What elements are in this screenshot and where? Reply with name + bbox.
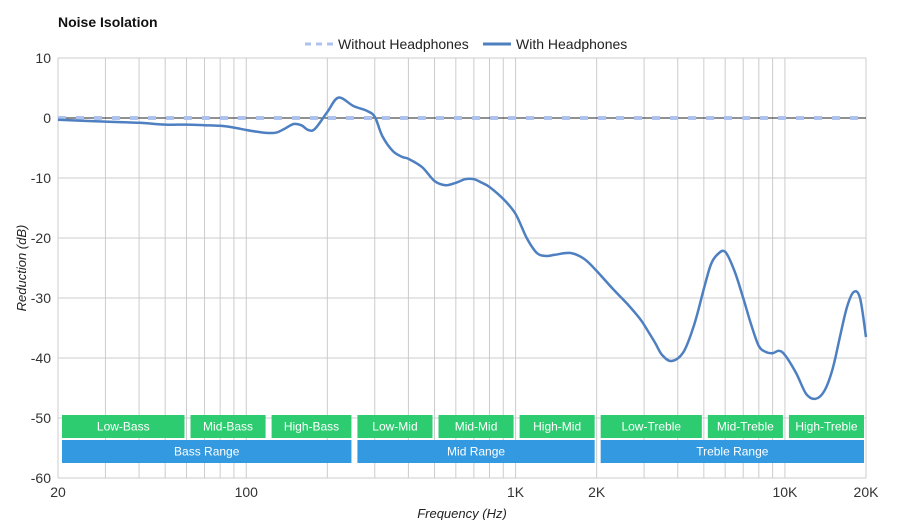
band-rect bbox=[190, 415, 266, 438]
band-high-bass: High-Bass bbox=[271, 415, 352, 438]
band-rect bbox=[707, 415, 783, 438]
band-label: High-Bass bbox=[284, 420, 339, 434]
y-tick-label: -10 bbox=[31, 170, 51, 186]
band-rect bbox=[600, 440, 864, 463]
band-rect bbox=[357, 440, 595, 463]
y-tick-labels: 10 0 -10 -20 -30 -40 -50 -60 bbox=[31, 50, 51, 486]
series-lines bbox=[57, 96, 868, 401]
y-tick-label: 0 bbox=[43, 110, 51, 126]
band-rect bbox=[438, 415, 514, 438]
band-label: Low-Mid bbox=[372, 420, 417, 434]
band-low-mid: Low-Mid bbox=[357, 415, 433, 438]
legend: Without Headphones With Headphones bbox=[305, 36, 627, 52]
y-tick-label: 10 bbox=[35, 50, 51, 66]
legend-with-label: With Headphones bbox=[516, 36, 627, 52]
band-mid-mid: Mid-Mid bbox=[438, 415, 514, 438]
y-tick-label: -30 bbox=[31, 290, 51, 306]
band-low-bass: Low-Bass bbox=[62, 415, 185, 438]
x-tick-label: 20 bbox=[50, 484, 66, 500]
band-mid-bass: Mid-Bass bbox=[190, 415, 266, 438]
band-label: Treble Range bbox=[696, 445, 769, 459]
band-label: Mid-Mid bbox=[455, 420, 498, 434]
band-mid-range: Mid Range bbox=[357, 440, 595, 463]
band-bass-range: Bass Range bbox=[62, 440, 352, 463]
y-tick-label: -20 bbox=[31, 230, 51, 246]
band-label: High-Mid bbox=[533, 420, 581, 434]
band-rect bbox=[357, 415, 433, 438]
band-rect bbox=[519, 415, 595, 438]
x-tick-labels: 20 100 1K 2K 10K 20K bbox=[50, 484, 879, 500]
band-label: Mid-Treble bbox=[717, 420, 774, 434]
y-tick-label: -40 bbox=[31, 350, 51, 366]
band-label: Low-Bass bbox=[97, 420, 150, 434]
chart-title: Noise Isolation bbox=[58, 14, 158, 30]
y-tick-label: -50 bbox=[31, 410, 51, 426]
x-tick-label: 20K bbox=[854, 484, 880, 500]
band-label: Mid Range bbox=[447, 445, 505, 459]
band-label: High-Treble bbox=[795, 420, 858, 434]
series-with-headphones bbox=[57, 96, 868, 401]
legend-without-label: Without Headphones bbox=[338, 36, 469, 52]
band-low-treble: Low-Treble bbox=[600, 415, 702, 438]
x-tick-label: 1K bbox=[507, 484, 525, 500]
x-tick-label: 10K bbox=[772, 484, 798, 500]
band-rect bbox=[62, 440, 352, 463]
band-mid-treble: Mid-Treble bbox=[707, 415, 783, 438]
x-axis-label: Frequency (Hz) bbox=[417, 506, 507, 520]
y-tick-label: -60 bbox=[31, 470, 51, 486]
band-rect bbox=[62, 415, 185, 438]
band-label: Low-Treble bbox=[621, 420, 681, 434]
x-gridlines bbox=[57, 58, 867, 478]
band-high-mid: High-Mid bbox=[519, 415, 595, 438]
band-treble-range: Treble Range bbox=[600, 440, 864, 463]
band-rect bbox=[600, 415, 702, 438]
band-label: Mid-Bass bbox=[203, 420, 253, 434]
frequency-bands: Low-Bass Mid-Bass High-Bass Low-Mid Mid-Mid H… bbox=[62, 415, 864, 463]
band-label: Bass Range bbox=[174, 445, 240, 459]
x-tick-label: 100 bbox=[235, 484, 259, 500]
band-rect bbox=[271, 415, 352, 438]
band-rect bbox=[788, 415, 864, 438]
band-high-treble: High-Treble bbox=[788, 415, 864, 438]
y-axis-label: Reduction (dB) bbox=[14, 225, 29, 312]
x-tick-label: 2K bbox=[588, 484, 606, 500]
